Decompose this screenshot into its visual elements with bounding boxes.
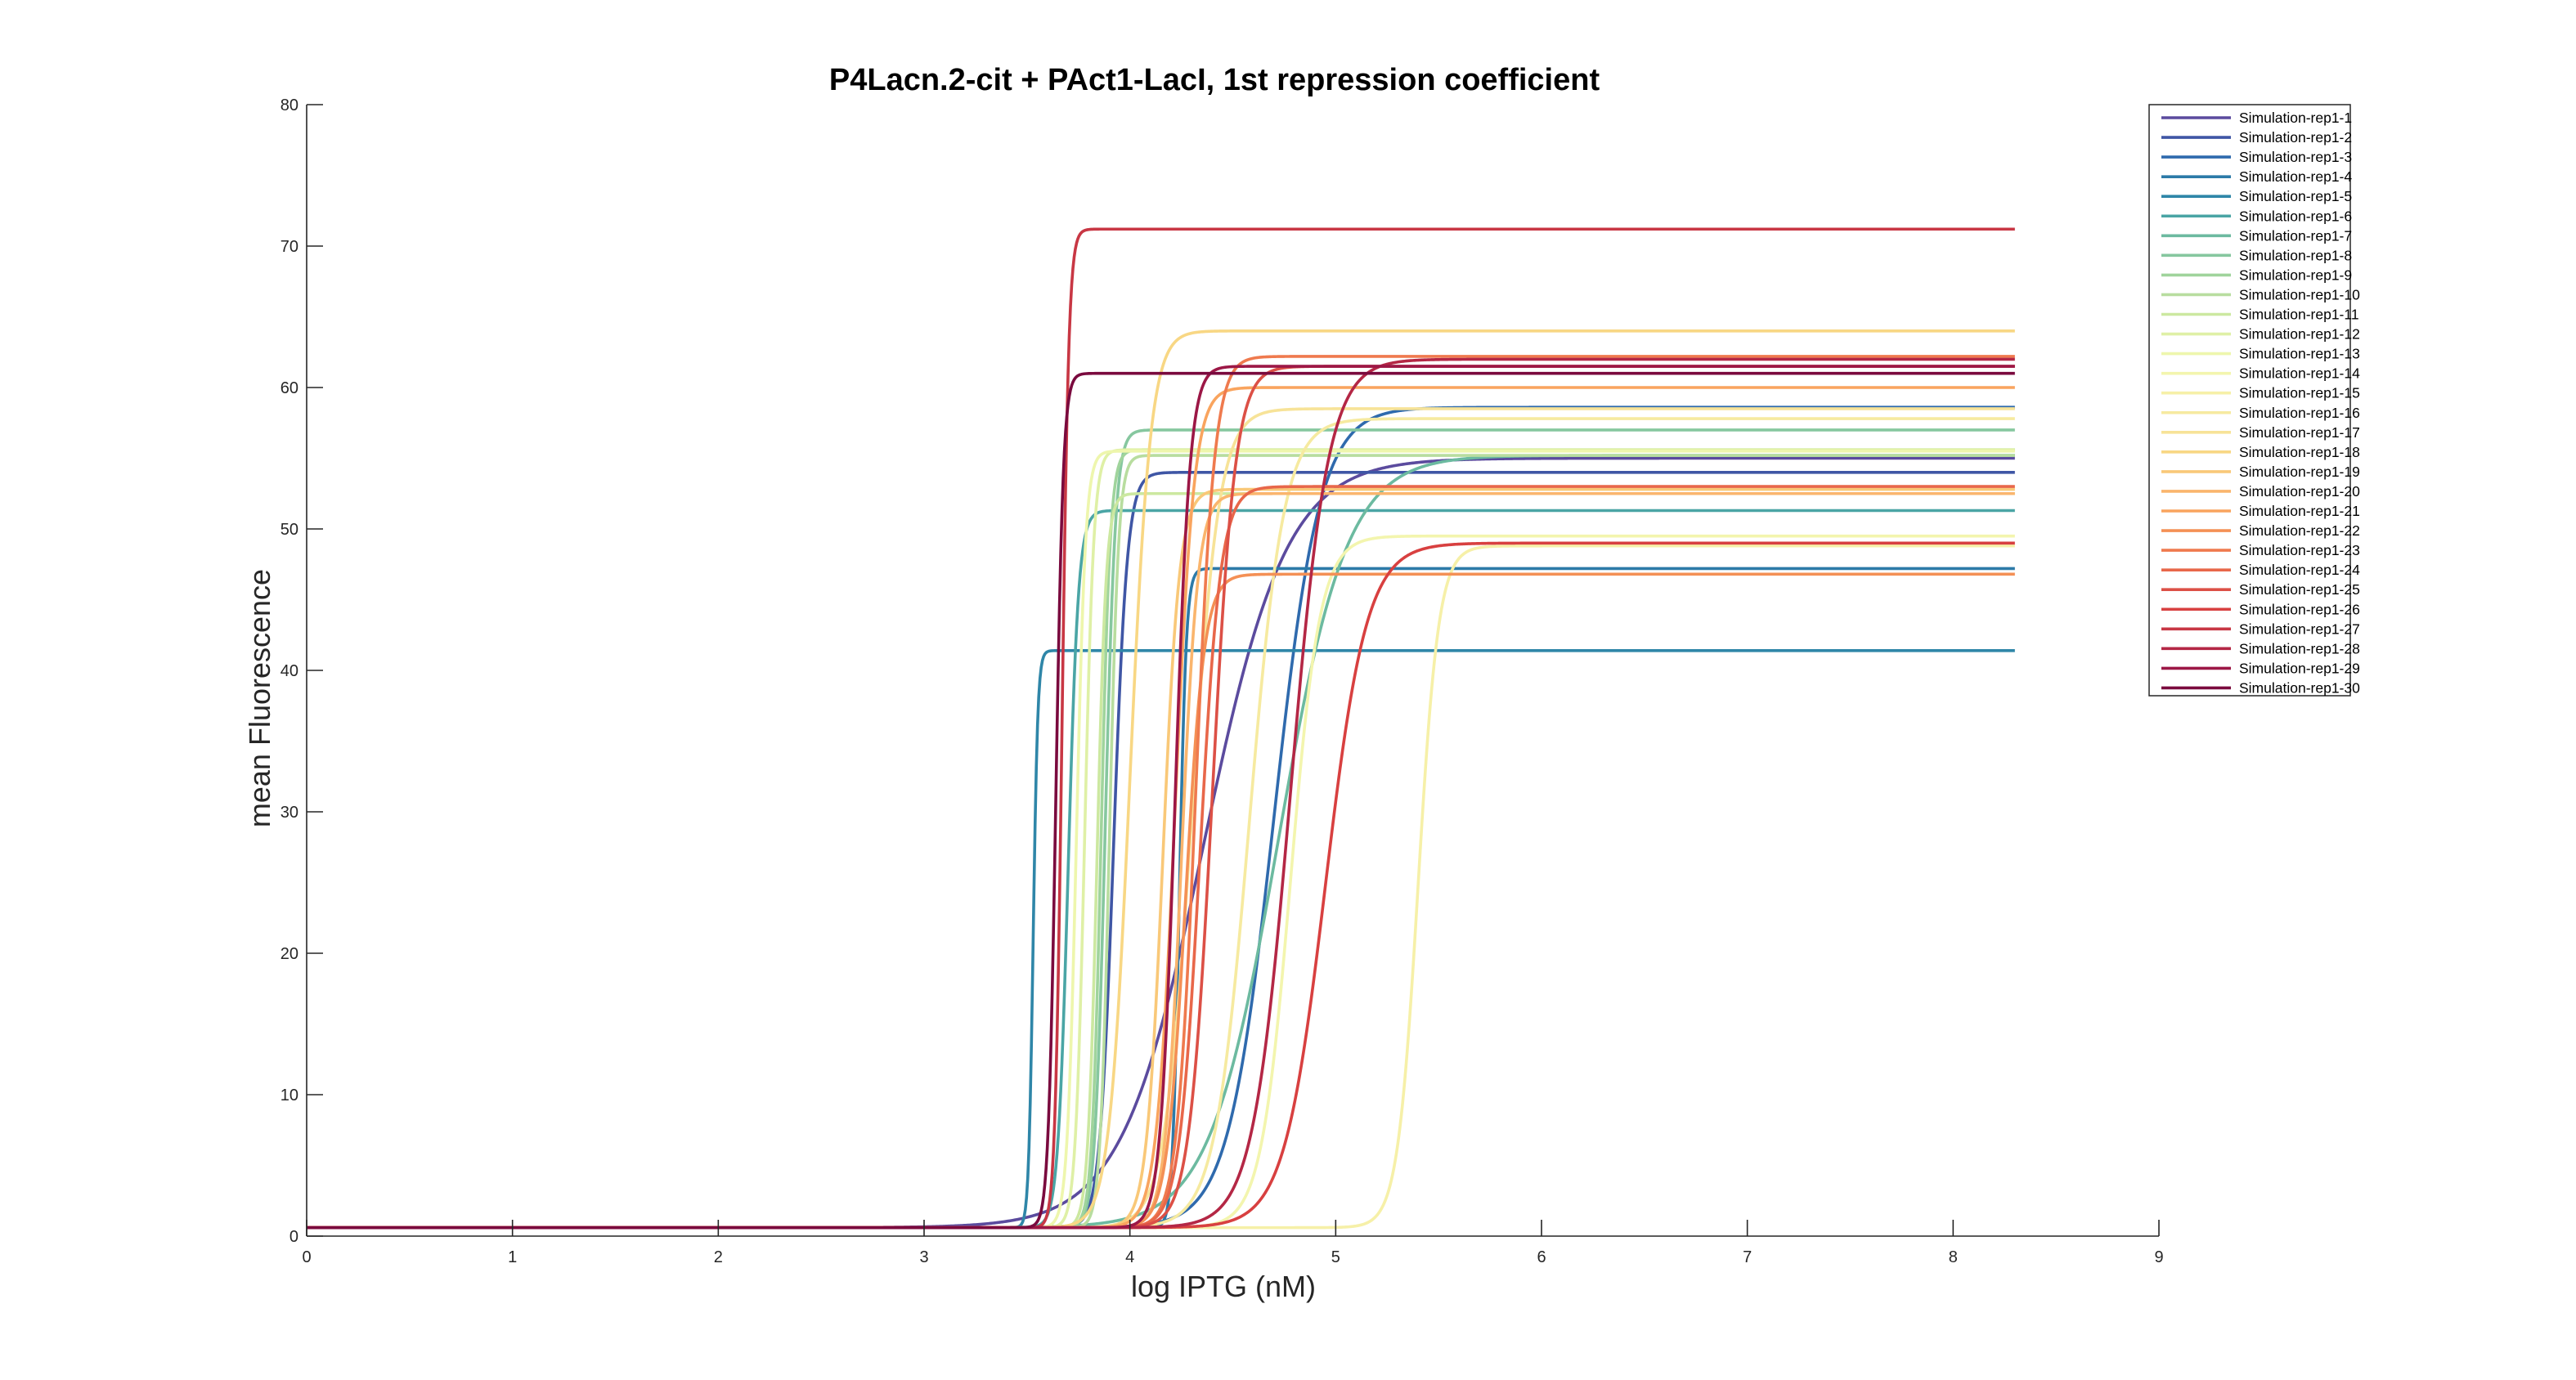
legend-label: Simulation-rep1-6 [2239,208,2352,224]
legend-label: Simulation-rep1-8 [2239,247,2352,263]
legend-items: Simulation-rep1-1 Simulation-rep1-2 Simula… [2161,110,2360,696]
y-tick-label: 60 [280,379,298,397]
x-tick-label: 2 [714,1248,723,1266]
y-axis-ticks: 0 10 20 30 40 50 60 70 80 [280,96,323,1246]
legend-label: Simulation-rep1-11 [2239,307,2359,323]
series-line-30 [306,371,2016,1230]
x-tick-label: 9 [2154,1248,2163,1266]
legend-label: Simulation-rep1-16 [2239,405,2360,421]
y-tick-label: 20 [280,945,298,963]
y-tick-label: 50 [280,521,298,539]
legend-label: Simulation-rep1-9 [2239,267,2352,283]
y-tick-label: 70 [280,238,298,256]
legend-label: Simulation-rep1-21 [2239,503,2360,519]
legend-label: Simulation-rep1-27 [2239,621,2360,637]
x-tick-label: 0 [302,1248,311,1266]
legend-label: Simulation-rep1-10 [2239,286,2360,302]
legend: Simulation-rep1-1 Simulation-rep1-2 Simula… [2148,104,2360,697]
legend-label: Simulation-rep1-18 [2239,444,2360,460]
legend-label: Simulation-rep1-22 [2239,522,2360,539]
legend-label: Simulation-rep1-17 [2239,424,2360,441]
axes: 0 1 2 3 4 5 6 7 8 9 0 10 20 30 40 50 60 70 80 [280,96,2164,1266]
y-tick-label: 10 [280,1087,298,1104]
legend-label: Simulation-rep1-15 [2239,385,2360,401]
x-axis-ticks: 0 1 2 3 4 5 6 7 8 9 [302,1220,2164,1266]
y-tick-label: 30 [280,804,298,822]
legend-label: Simulation-rep1-25 [2239,581,2360,598]
legend-label: Simulation-rep1-12 [2239,326,2360,343]
legend-label: Simulation-rep1-13 [2239,346,2360,362]
x-tick-label: 4 [1125,1248,1134,1266]
x-tick-label: 7 [1743,1248,1752,1266]
x-tick-label: 1 [508,1248,517,1266]
legend-label: Simulation-rep1-30 [2239,679,2360,696]
legend-label: Simulation-rep1-2 [2239,129,2352,146]
legend-label: Simulation-rep1-14 [2239,365,2360,382]
x-tick-label: 6 [1537,1248,1546,1266]
y-tick-label: 80 [280,96,298,114]
legend-label: Simulation-rep1-4 [2239,168,2352,185]
y-tick-label: 0 [289,1228,298,1246]
x-axis-label: log IPTG (nM) [1131,1270,1316,1303]
legend-box [2148,104,2351,697]
x-tick-label: 8 [1949,1248,1958,1266]
x-tick-label: 5 [1331,1248,1340,1266]
chart-title: P4Lacn.2-cit + PAct1-LacI, 1st repressio… [829,63,1600,97]
legend-label: Simulation-rep1-28 [2239,640,2360,656]
legend-label: Simulation-rep1-1 [2239,110,2352,126]
legend-label: Simulation-rep1-26 [2239,601,2360,617]
plot-area: 0 1 2 3 4 5 6 7 8 9 0 10 20 30 40 50 60 70 80 [280,96,2164,1266]
legend-label: Simulation-rep1-5 [2239,188,2352,204]
legend-label: Simulation-rep1-24 [2239,562,2360,578]
y-tick-label: 40 [280,662,298,680]
x-tick-label: 3 [919,1248,928,1266]
legend-label: Simulation-rep1-3 [2239,149,2352,165]
legend-label: Simulation-rep1-7 [2239,227,2352,244]
legend-label: Simulation-rep1-23 [2239,542,2360,558]
legend-label: Simulation-rep1-19 [2239,464,2360,480]
series-lines [306,227,2016,1230]
legend-label: Simulation-rep1-29 [2239,660,2360,676]
legend-label: Simulation-rep1-20 [2239,483,2360,500]
y-axis-label: mean Fluorescence [243,569,276,827]
